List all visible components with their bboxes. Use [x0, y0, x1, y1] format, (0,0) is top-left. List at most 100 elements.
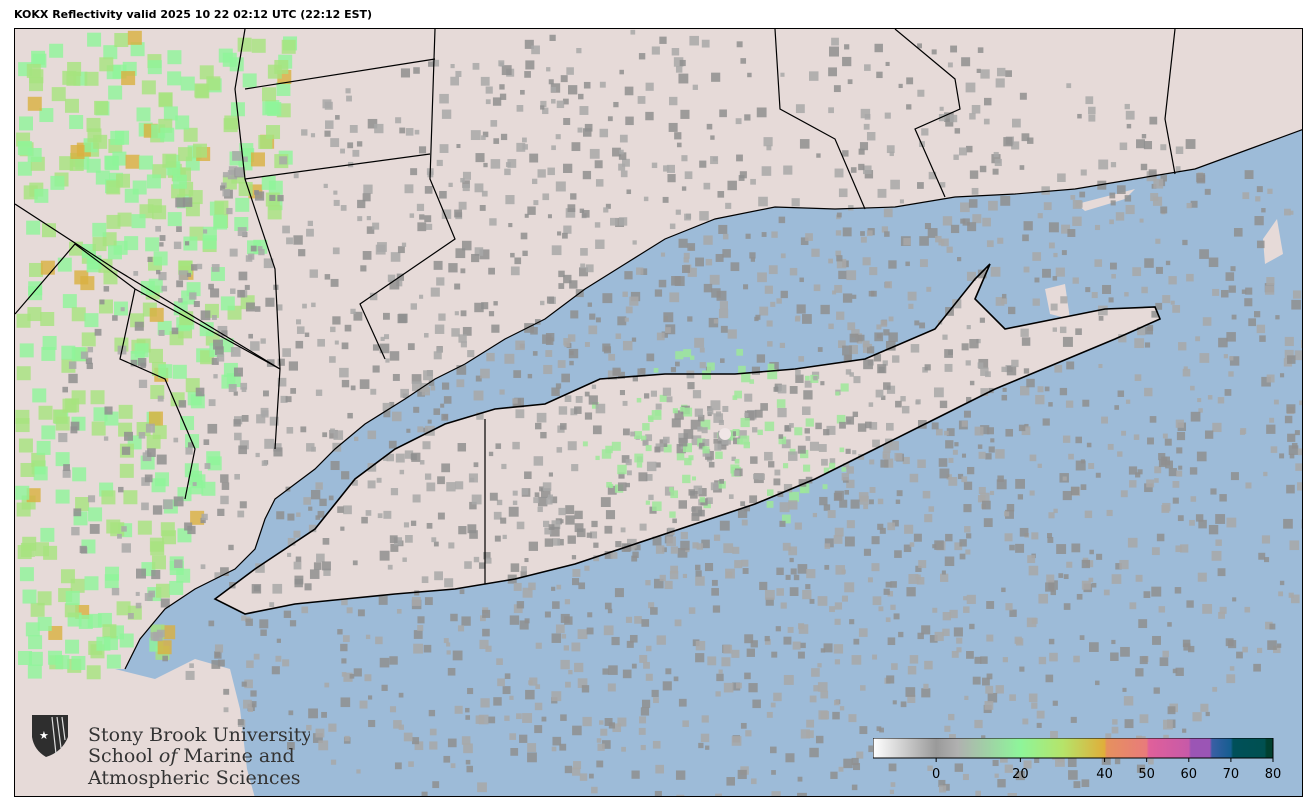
- echo-cell: [882, 454, 887, 459]
- echo-cell: [1228, 371, 1234, 377]
- echo-cell: [1084, 510, 1093, 519]
- precip-cell: [38, 405, 53, 420]
- echo-cell: [542, 193, 550, 201]
- echo-cell: [478, 562, 486, 569]
- echo-cell: [490, 159, 501, 169]
- sbu-somas-logo: ★ Stony Brook University School of Marin…: [30, 712, 312, 796]
- echo-cell: [992, 168, 999, 175]
- echo-cell: [727, 180, 737, 191]
- echo-cell: [432, 59, 440, 67]
- echo-cell: [986, 673, 993, 680]
- echo-cell: [601, 449, 612, 459]
- precip-cell: [281, 39, 296, 54]
- echo-cell: [1066, 361, 1075, 370]
- echo-cell: [426, 482, 436, 492]
- echo-cell: [965, 145, 973, 153]
- echo-cell: [1061, 224, 1071, 234]
- echo-cell: [383, 312, 390, 320]
- echo-cell: [620, 527, 626, 533]
- echo-cell: [681, 186, 687, 191]
- echo-cell: [607, 116, 613, 122]
- precip-cell: [235, 197, 250, 212]
- echo-cell: [1292, 290, 1302, 299]
- echo-cell: [1126, 123, 1132, 129]
- precip-cell: [41, 425, 56, 440]
- echo-cell: [387, 564, 393, 570]
- echo-cell: [692, 542, 699, 549]
- echo-cell: [1269, 623, 1276, 630]
- precip-cell: [87, 32, 102, 47]
- echo-cell: [432, 781, 440, 789]
- echo-cell: [666, 164, 675, 173]
- echo-cell: [1279, 453, 1285, 459]
- land-fishers-island: [1077, 189, 1135, 211]
- precip-cell: [69, 115, 84, 130]
- echo-cell: [798, 624, 809, 634]
- echo-cell: [436, 277, 445, 286]
- echo-cell: [843, 463, 850, 470]
- echo-cell: [764, 635, 770, 642]
- precip-cell: [190, 394, 205, 409]
- echo-cell: [597, 743, 605, 751]
- echo-cell: [1253, 663, 1261, 672]
- precip-cell: [105, 566, 120, 581]
- precip-cell: [55, 489, 70, 504]
- echo-cell: [290, 388, 297, 394]
- precip-cell: [167, 212, 182, 227]
- echo-cell: [135, 591, 140, 596]
- echo-cell: [591, 384, 597, 389]
- echo-cell: [571, 642, 581, 652]
- echo-cell: [1256, 324, 1266, 334]
- precip-cell: [16, 366, 31, 381]
- echo-cell: [923, 683, 929, 690]
- echo-cell: [963, 606, 970, 613]
- echo-cell: [509, 615, 520, 625]
- echo-cell: [413, 67, 420, 74]
- echo-cell: [388, 440, 397, 449]
- echo-cell: [701, 715, 709, 723]
- echo-cell: [917, 632, 924, 640]
- echo-cell: [589, 313, 596, 320]
- echo-cell: [969, 623, 975, 630]
- echo-cell: [133, 271, 139, 276]
- echo-cell: [332, 247, 340, 255]
- echo-cell: [458, 334, 467, 343]
- echo-cell: [1015, 638, 1024, 646]
- echo-cell: [593, 542, 599, 548]
- echo-cell: [842, 345, 852, 356]
- echo-cell: [1138, 619, 1148, 629]
- echo-cell: [736, 348, 744, 356]
- echo-cell: [1212, 686, 1218, 692]
- echo-cell: [836, 212, 842, 218]
- echo-cell: [1031, 532, 1039, 540]
- echo-cell: [241, 681, 247, 687]
- echo-cell: [456, 144, 461, 149]
- echo-cell: [563, 117, 571, 125]
- echo-cell: [227, 170, 238, 180]
- echo-cell: [144, 474, 153, 483]
- echo-cell: [555, 383, 562, 389]
- echo-cell: [727, 329, 737, 339]
- echo-cell: [917, 459, 926, 468]
- precip-cell: [127, 30, 142, 45]
- echo-cell: [255, 452, 260, 458]
- precip-cell: [150, 385, 165, 400]
- echo-cell: [524, 557, 529, 563]
- echo-cell: [566, 67, 574, 75]
- echo-cell: [715, 793, 723, 796]
- echo-cell: [558, 507, 566, 516]
- echo-cell: [887, 590, 894, 597]
- echo-cell: [157, 395, 164, 402]
- radar-map[interactable]: [14, 28, 1303, 797]
- echo-cell: [551, 586, 556, 591]
- echo-cell: [789, 386, 798, 394]
- echo-cell: [1261, 208, 1266, 213]
- echo-cell: [1096, 553, 1103, 560]
- echo-cell: [595, 179, 604, 187]
- echo-cell: [556, 100, 565, 109]
- echo-cell: [963, 596, 968, 601]
- echo-cell: [596, 738, 602, 743]
- echo-cell: [1148, 758, 1154, 765]
- colorbar-tick-label: 0: [932, 767, 940, 782]
- echo-cell: [520, 570, 527, 578]
